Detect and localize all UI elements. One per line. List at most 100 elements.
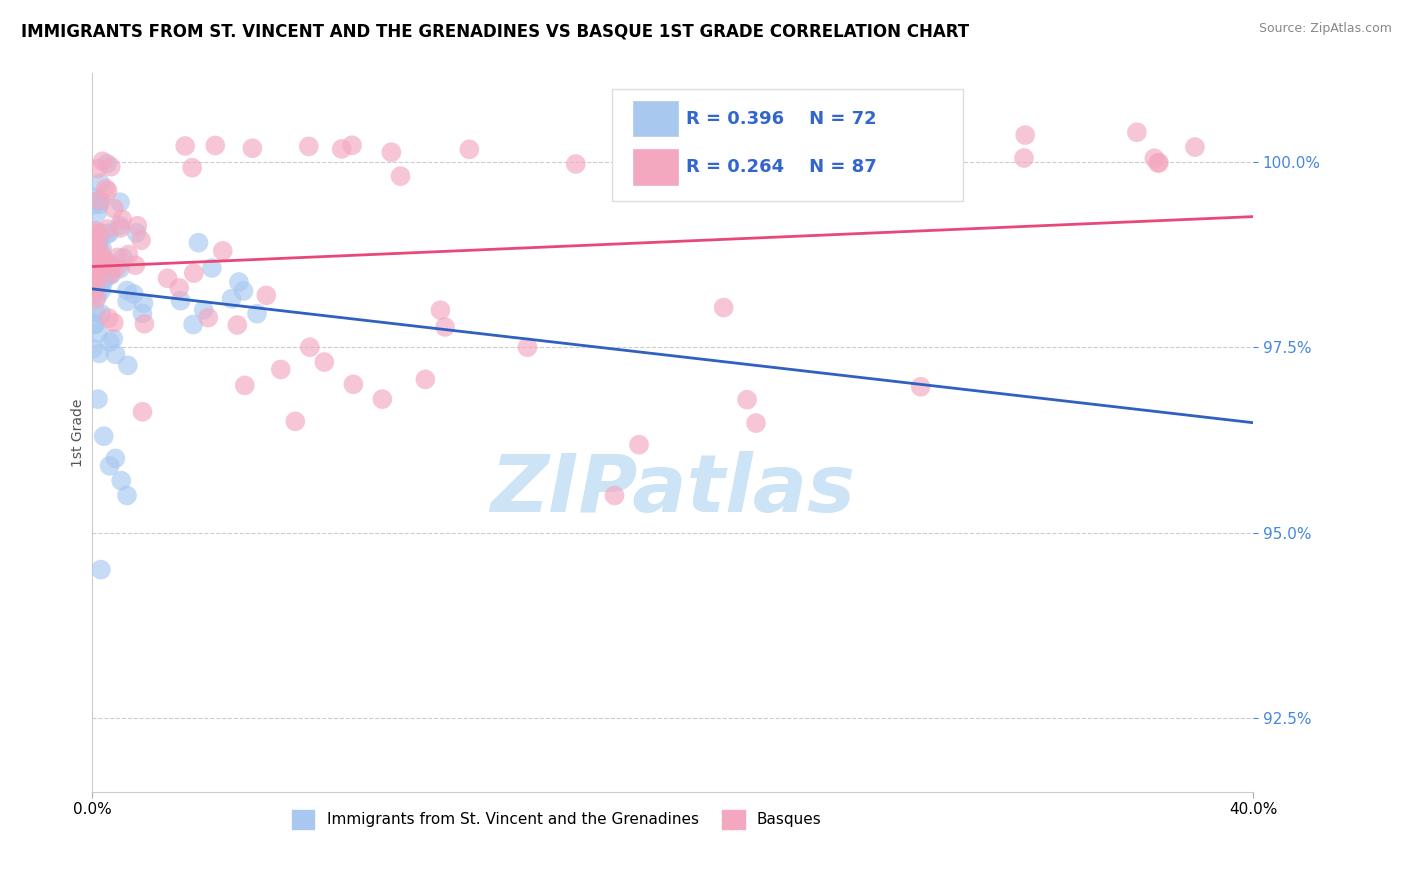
Point [91,241,114,255]
Point [84,267,107,281]
Point [246,307,269,321]
Point [83,197,105,211]
Point [90,563,112,577]
Point [298,340,321,354]
Point [115,294,138,309]
Point [685,139,707,153]
Point [1147,156,1170,170]
Point [83,287,105,301]
Point [98,267,121,281]
Point [83,268,105,282]
Point [232,284,254,298]
Point [713,301,735,315]
Point [94,181,117,195]
Point [1014,128,1036,142]
Point [83,227,105,242]
Point [83,271,105,285]
Point [342,377,364,392]
Point [86,277,108,292]
Point [84,260,107,275]
Point [93,429,115,443]
Point [134,317,156,331]
Point [565,157,588,171]
Point [86,205,108,219]
Point [98,458,121,473]
Point [270,362,292,376]
Point [1184,140,1206,154]
Point [100,160,122,174]
Point [91,154,114,169]
Point [83,224,105,238]
Point [125,226,148,240]
Point [226,318,249,332]
Point [110,474,132,488]
Point [910,380,932,394]
Point [314,355,336,369]
Point [86,248,108,262]
Point [131,306,153,320]
Point [122,287,145,301]
Point [87,392,110,406]
Point [89,270,111,285]
Point [87,237,110,252]
Point [628,438,651,452]
Point [820,153,842,167]
Point [91,277,114,291]
Point [82,255,104,269]
Point [90,246,112,260]
Point [97,311,120,326]
Point [851,144,873,158]
Point [284,414,307,428]
Point [434,320,457,334]
Point [84,318,107,332]
Point [201,260,224,275]
Point [101,259,124,273]
Point [89,176,111,190]
Point [83,318,105,332]
Point [87,226,110,240]
Point [94,253,117,268]
Point [96,156,118,170]
Point [90,284,112,298]
Point [516,340,538,354]
Point [87,239,110,253]
Point [233,378,256,392]
Point [90,194,112,208]
Point [169,293,191,308]
Point [87,265,110,279]
Point [389,169,412,183]
Point [93,271,115,285]
Point [298,139,321,153]
Text: R = 0.396    N = 72: R = 0.396 N = 72 [686,110,877,128]
Point [193,302,215,317]
Point [104,451,127,466]
Text: Source: ZipAtlas.com: Source: ZipAtlas.com [1258,22,1392,36]
Point [112,251,135,265]
Point [380,145,402,160]
Point [211,244,233,258]
Point [799,171,821,186]
Point [86,223,108,237]
Point [82,342,104,356]
Point [107,250,129,264]
Point [104,347,127,361]
Point [115,488,138,502]
Point [735,392,758,407]
Point [94,263,117,277]
Point [89,228,111,243]
Point [108,195,131,210]
Point [97,260,120,274]
Point [103,316,125,330]
Point [156,271,179,285]
Text: IMMIGRANTS FROM ST. VINCENT AND THE GRENADINES VS BASQUE 1ST GRADE CORRELATION C: IMMIGRANTS FROM ST. VINCENT AND THE GREN… [21,22,969,40]
Point [82,244,104,258]
Point [131,405,153,419]
Point [183,266,205,280]
Point [1126,125,1149,139]
Point [415,372,437,386]
Point [83,258,105,272]
Point [204,138,226,153]
Point [228,275,250,289]
Point [181,161,204,175]
Point [429,303,451,318]
